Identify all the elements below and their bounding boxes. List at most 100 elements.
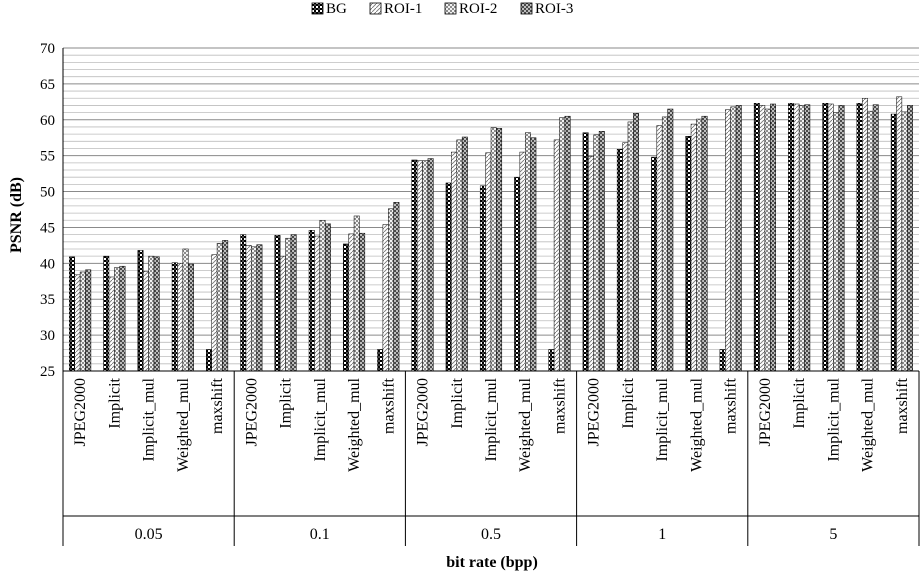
bar-roi-1-6 bbox=[279, 255, 286, 372]
bar-roi-2-13 bbox=[524, 132, 531, 372]
bar-bg-14 bbox=[548, 349, 555, 372]
x-tick-label: JPEG2000 bbox=[586, 378, 603, 446]
group-label: 0.1 bbox=[310, 526, 330, 543]
bar-roi-1-23 bbox=[861, 97, 868, 372]
y-tick-label: 35 bbox=[40, 292, 55, 308]
bar-roi-3-12 bbox=[496, 128, 503, 372]
bar-bg-5 bbox=[240, 234, 247, 372]
bar-roi-1-0 bbox=[74, 274, 81, 372]
bar-roi-2-17 bbox=[661, 116, 668, 372]
x-tick-label: Implicit_mul bbox=[141, 377, 158, 461]
bar-roi-3-16 bbox=[633, 113, 640, 372]
x-tick-label: maxshift bbox=[723, 377, 740, 434]
bar-roi-1-24 bbox=[896, 96, 903, 372]
group-label: 5 bbox=[829, 526, 837, 543]
bar-roi-2-12 bbox=[490, 127, 497, 372]
bar-roi-2-21 bbox=[798, 105, 805, 372]
legend-label: ROI-1 bbox=[384, 1, 422, 17]
bar-roi-1-3 bbox=[177, 263, 184, 372]
bar-bg-18 bbox=[685, 136, 692, 372]
bar-roi-1-9 bbox=[382, 224, 389, 372]
group-label: 0.05 bbox=[135, 526, 163, 543]
bar-bg-4 bbox=[206, 349, 212, 372]
x-tick-label: Weighted_mul bbox=[860, 377, 877, 471]
bar-bg-2 bbox=[137, 250, 144, 372]
bar-roi-3-20 bbox=[770, 103, 776, 372]
bar-roi-3-23 bbox=[872, 104, 879, 372]
bar-roi-2-5 bbox=[251, 246, 257, 372]
bar-roi-1-13 bbox=[519, 151, 526, 372]
bar-roi-3-15 bbox=[598, 131, 605, 372]
x-tick-label: Implicit_mul bbox=[654, 377, 671, 461]
x-tick-label: JPEG2000 bbox=[243, 378, 260, 446]
bar-bg-10 bbox=[411, 159, 418, 372]
bar-roi-2-18 bbox=[696, 118, 703, 372]
bar-roi-1-4 bbox=[211, 254, 218, 372]
x-tick-label: Weighted_mul bbox=[517, 377, 534, 471]
bar-roi-3-22 bbox=[838, 105, 845, 372]
bar-roi-2-19 bbox=[730, 106, 737, 372]
x-tick-label: JPEG2000 bbox=[757, 378, 774, 446]
bar-bg-11 bbox=[445, 182, 452, 372]
bar-roi-3-6 bbox=[290, 234, 297, 372]
bar-roi-1-19 bbox=[725, 109, 731, 372]
x-tick-label: maxshift bbox=[380, 377, 397, 434]
bar-bg-21 bbox=[788, 103, 795, 372]
bar-bg-23 bbox=[856, 103, 863, 372]
bar-roi-1-14 bbox=[553, 139, 560, 372]
bar-roi-3-1 bbox=[119, 265, 126, 372]
bar-roi-2-22 bbox=[833, 112, 840, 372]
bar-bg-12 bbox=[479, 185, 486, 372]
bar-roi-2-11 bbox=[456, 139, 463, 372]
y-tick-label: 25 bbox=[40, 364, 55, 380]
bar-roi-3-0 bbox=[85, 269, 92, 372]
bar-bg-17 bbox=[651, 156, 658, 372]
y-tick-label: 40 bbox=[40, 256, 55, 272]
bar-roi-3-7 bbox=[324, 223, 331, 372]
bar-roi-1-16 bbox=[622, 142, 629, 372]
bar-roi-2-20 bbox=[764, 108, 771, 372]
bar-bg-9 bbox=[377, 349, 384, 372]
bar-bg-20 bbox=[753, 103, 760, 372]
x-tick-label: JPEG2000 bbox=[415, 378, 432, 446]
bar-roi-2-1 bbox=[114, 267, 121, 372]
bar-roi-1-11 bbox=[451, 151, 458, 372]
y-tick-label: 50 bbox=[40, 185, 55, 201]
x-tick-label: Weighted_mul bbox=[688, 377, 705, 471]
bar-roi-3-9 bbox=[393, 202, 400, 372]
bar-bg-22 bbox=[822, 103, 829, 372]
legend-swatch-roi-1 bbox=[369, 2, 382, 15]
bar-roi-1-8 bbox=[348, 233, 355, 372]
bar-roi-3-8 bbox=[359, 232, 366, 372]
y-axis-label: PSNR (dB) bbox=[8, 177, 25, 253]
x-tick-label: Implicit_mul bbox=[825, 377, 842, 461]
bar-roi-1-1 bbox=[108, 276, 115, 372]
x-tick-label: Weighted_mul bbox=[346, 377, 363, 471]
x-tick-label: maxshift bbox=[552, 377, 569, 434]
bar-roi-2-7 bbox=[319, 220, 326, 372]
bar-roi-2-10 bbox=[422, 160, 429, 372]
bar-roi-2-15 bbox=[593, 134, 600, 372]
bar-roi-3-10 bbox=[427, 158, 434, 372]
bar-roi-1-20 bbox=[759, 105, 766, 372]
x-tick-label: Implicit bbox=[449, 377, 466, 428]
bar-bg-15 bbox=[582, 132, 589, 372]
bar-roi-3-11 bbox=[461, 136, 468, 372]
y-tick-label: 70 bbox=[40, 41, 55, 57]
x-tick-label: Implicit_mul bbox=[483, 377, 500, 461]
bar-roi-2-8 bbox=[353, 215, 360, 372]
y-tick-label: 55 bbox=[40, 149, 55, 165]
legend-label: ROI-2 bbox=[459, 1, 497, 17]
bar-roi-3-17 bbox=[667, 108, 674, 372]
bar-roi-1-5 bbox=[245, 245, 252, 372]
x-tick-label: Implicit bbox=[791, 377, 808, 428]
bar-roi-2-2 bbox=[148, 255, 155, 372]
bar-roi-2-24 bbox=[901, 111, 908, 372]
bar-bg-16 bbox=[616, 148, 623, 372]
bar-bg-1 bbox=[103, 255, 110, 372]
bar-bg-24 bbox=[890, 113, 897, 372]
bar-bg-0 bbox=[69, 256, 75, 372]
y-tick-label: 30 bbox=[40, 328, 55, 344]
y-tick-label: 60 bbox=[40, 113, 55, 129]
